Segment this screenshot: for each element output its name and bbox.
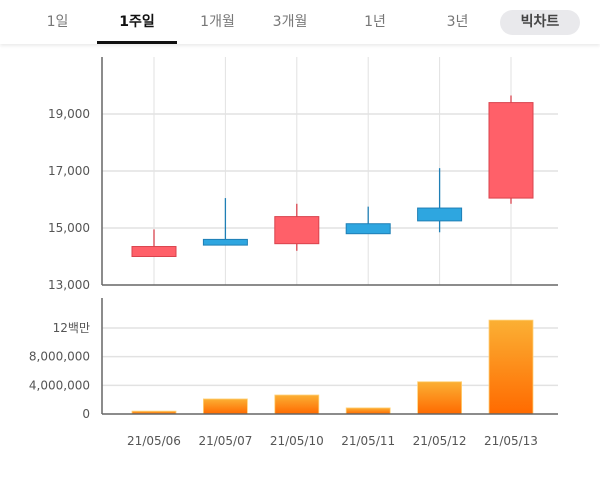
y-tick-label: 0 [82, 407, 90, 421]
candle-body [202, 238, 248, 246]
candle-body [488, 102, 534, 199]
price-candlestick-chart: 13,000 15,000 17,000 19,000 [48, 57, 558, 292]
x-tick-label: 21/05/07 [198, 434, 252, 448]
y-tick-label: 17,000 [48, 164, 90, 178]
tab-1year[interactable]: 1년 [364, 14, 386, 30]
candle-body [274, 216, 320, 245]
big-chart-button[interactable]: 빅차트 [500, 10, 580, 35]
tab-3year[interactable]: 3년 [446, 14, 469, 30]
y-tick-label: 15,000 [48, 221, 90, 235]
candle-body [131, 246, 177, 257]
tab-1month[interactable]: 1개월 [200, 14, 235, 30]
tab-1week[interactable]: 1주일 [97, 0, 177, 44]
volume-bar [417, 381, 463, 415]
tab-3month[interactable]: 3개월 [272, 14, 308, 30]
volume-bar [488, 319, 534, 415]
y-tick-label: 4,000,000 [29, 378, 90, 392]
volume-bar [345, 407, 391, 415]
candle-body [345, 223, 391, 235]
x-tick-label: 21/05/06 [127, 434, 181, 448]
y-tick-label: 19,000 [48, 107, 90, 121]
period-tabs: 1일 1주일 1개월 3개월 1년 3년 빅차트 [0, 0, 600, 44]
y-tick-label: 8,000,000 [29, 350, 90, 364]
volume-bar [202, 398, 248, 415]
x-tick-label: 21/05/13 [484, 434, 538, 448]
x-tick-label: 21/05/11 [341, 434, 395, 448]
volume-bar [274, 394, 320, 415]
x-tick-label: 21/05/10 [270, 434, 324, 448]
x-tick-label: 21/05/12 [413, 434, 467, 448]
candle-body [417, 207, 463, 222]
y-tick-label: 13,000 [48, 278, 90, 292]
tab-1day[interactable]: 1일 [46, 14, 69, 30]
volume-bar-chart: 0 4,000,000 8,000,000 12백만 21/05/06 21/05/07 2… [29, 298, 558, 448]
y-tick-label: 12백만 [53, 321, 90, 335]
